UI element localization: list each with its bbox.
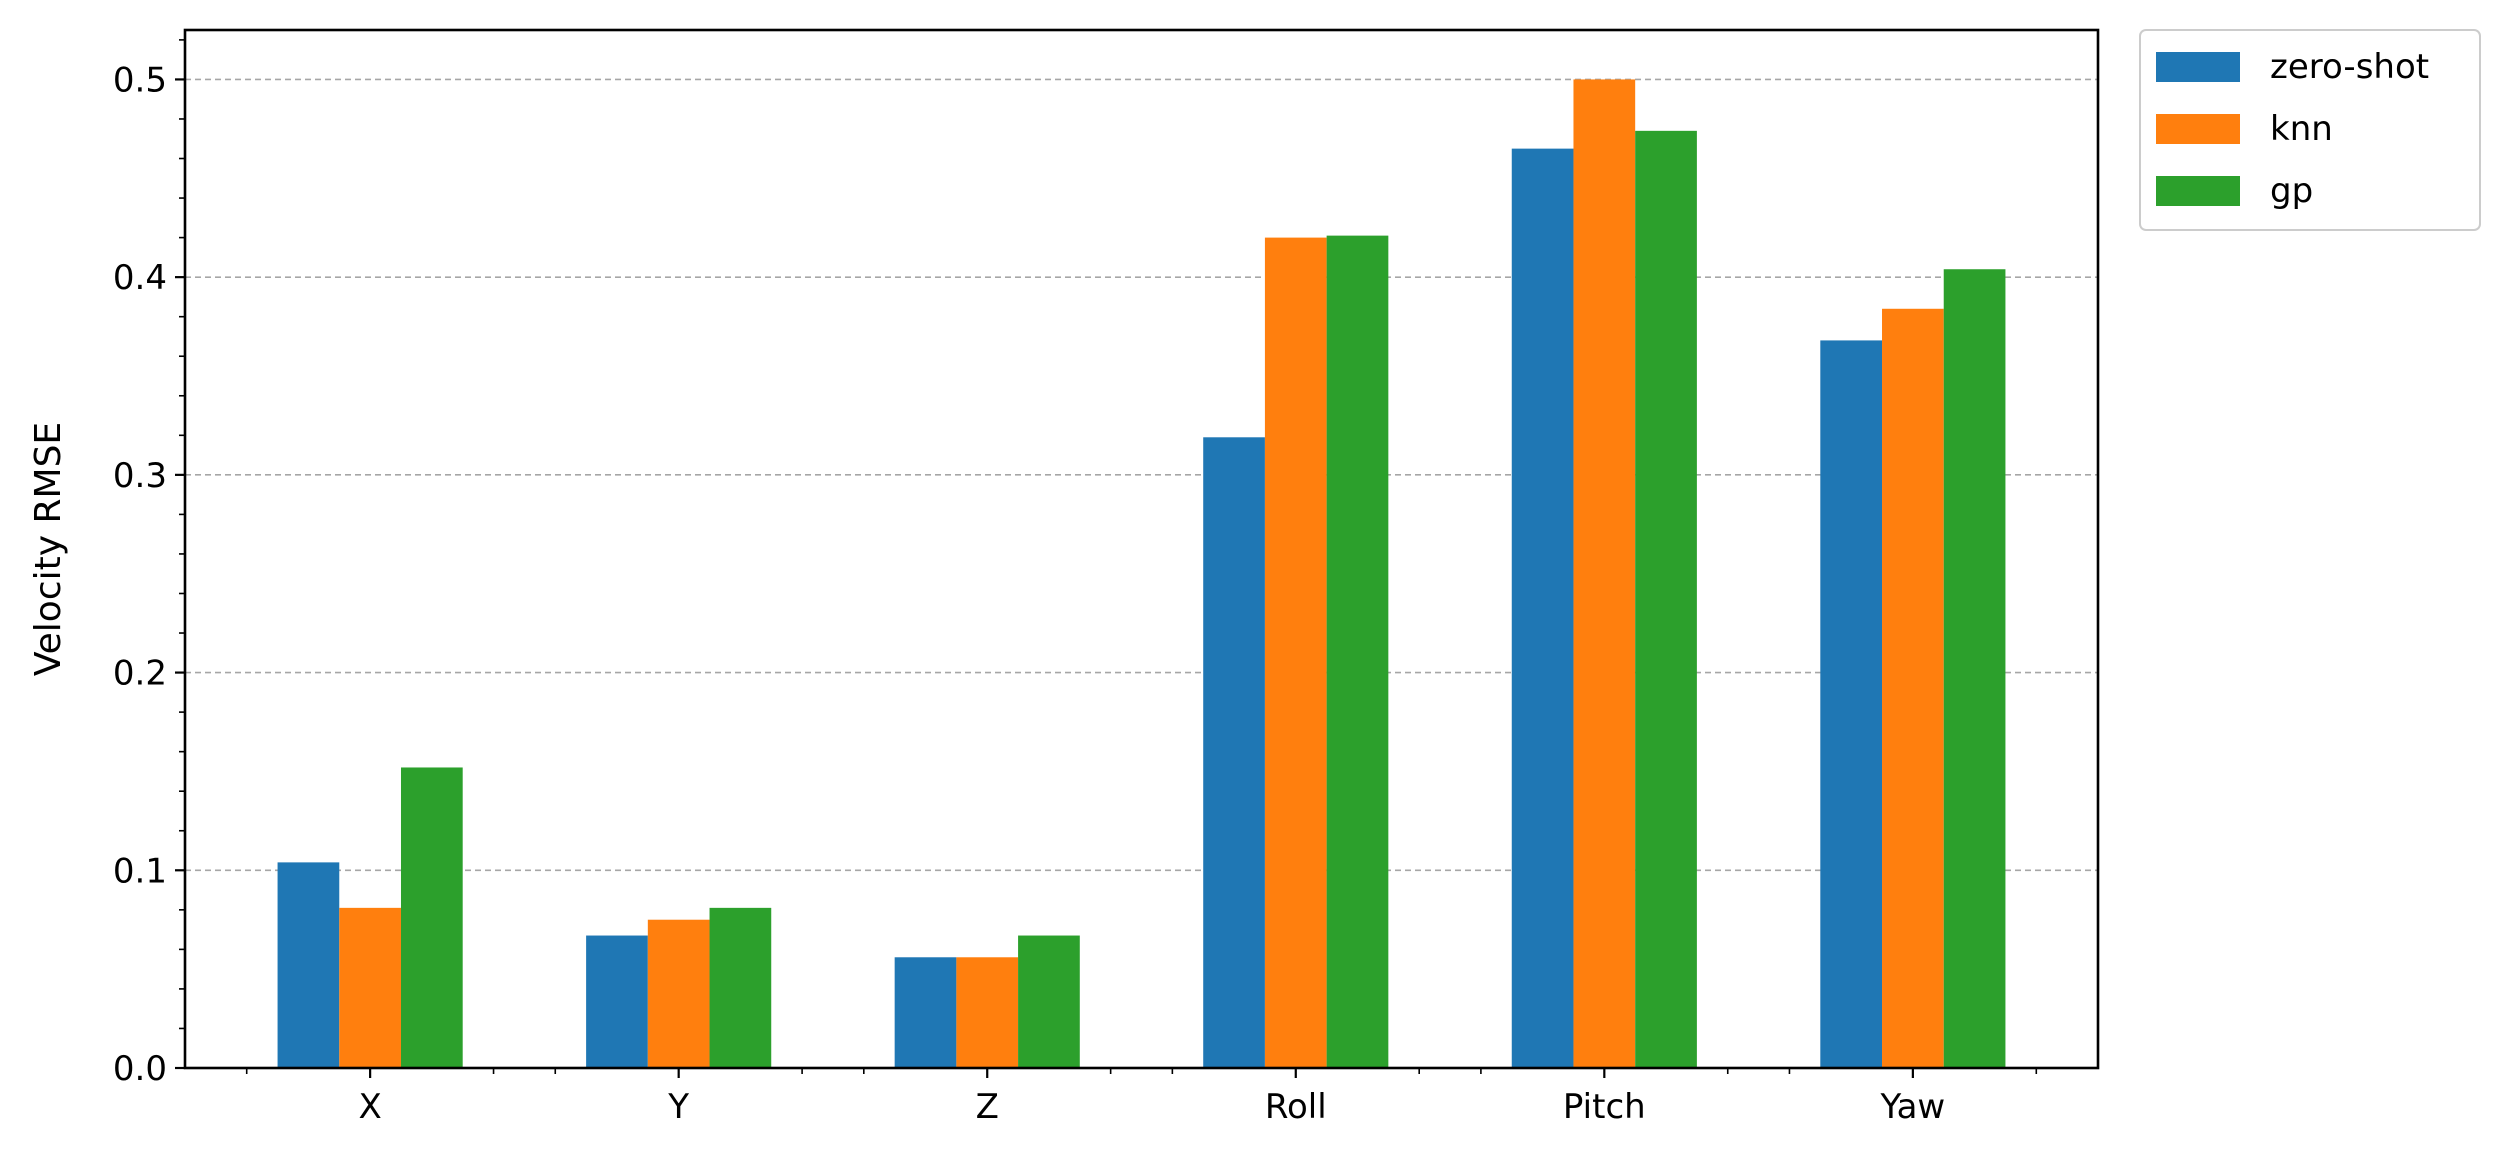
gridlines: [185, 78, 2098, 872]
bar-zero-shot-z: [894, 957, 957, 1068]
y-tick-label: 0.3: [113, 456, 167, 496]
bar-knn-x: [339, 907, 401, 1068]
legend-swatch: [2156, 114, 2240, 144]
bar-knn-z: [956, 957, 1019, 1068]
x-tick-label: Z: [976, 1087, 999, 1127]
bar-gp-z: [1018, 935, 1080, 1068]
y-tick-label: 0.4: [113, 258, 167, 298]
x-tick-label: Y: [667, 1087, 689, 1127]
legend-swatch: [2156, 52, 2240, 82]
bars: [277, 79, 2006, 1069]
bar-zero-shot-y: [586, 935, 648, 1068]
y-tick-label: 0.0: [113, 1049, 167, 1089]
x-tick-label: Roll: [1265, 1087, 1327, 1127]
legend-label: zero-shot: [2270, 47, 2429, 87]
bar-gp-yaw: [1943, 269, 2006, 1069]
bar-gp-x: [400, 767, 463, 1068]
legend-label: knn: [2270, 109, 2333, 149]
bar-knn-yaw: [1882, 308, 1944, 1069]
bar-knn-y: [647, 919, 710, 1068]
bar-gp-pitch: [1635, 130, 1697, 1068]
bar-zero-shot-yaw: [1820, 340, 1883, 1068]
y-tick-label: 0.5: [113, 60, 167, 100]
bar-zero-shot-pitch: [1511, 148, 1574, 1069]
legend-swatch: [2156, 176, 2240, 206]
legend: zero-shot knn gp: [2139, 29, 2481, 231]
bar-knn-roll: [1264, 237, 1327, 1069]
x-tick-label: Pitch: [1563, 1087, 1646, 1127]
x-tick-label: X: [358, 1087, 381, 1127]
bar-knn-pitch: [1573, 79, 1636, 1068]
y-tick-label: 0.1: [113, 851, 167, 891]
axes: 0.0 0.1 0.2 0.3 0.4 0.5 X Y Z Roll Pitch Yaw: [113, 39, 2038, 1127]
bar-gp-y: [709, 907, 772, 1068]
y-axis-title: Velocity RMSE: [28, 422, 69, 676]
legend-label: gp: [2270, 171, 2313, 211]
y-tick-label: 0.2: [113, 654, 167, 694]
x-tick-label: Yaw: [1880, 1087, 1946, 1127]
bar-zero-shot-roll: [1203, 437, 1265, 1068]
bar-zero-shot-x: [277, 862, 340, 1068]
bar-gp-roll: [1326, 235, 1389, 1068]
plot-frame: [183, 28, 2100, 1070]
